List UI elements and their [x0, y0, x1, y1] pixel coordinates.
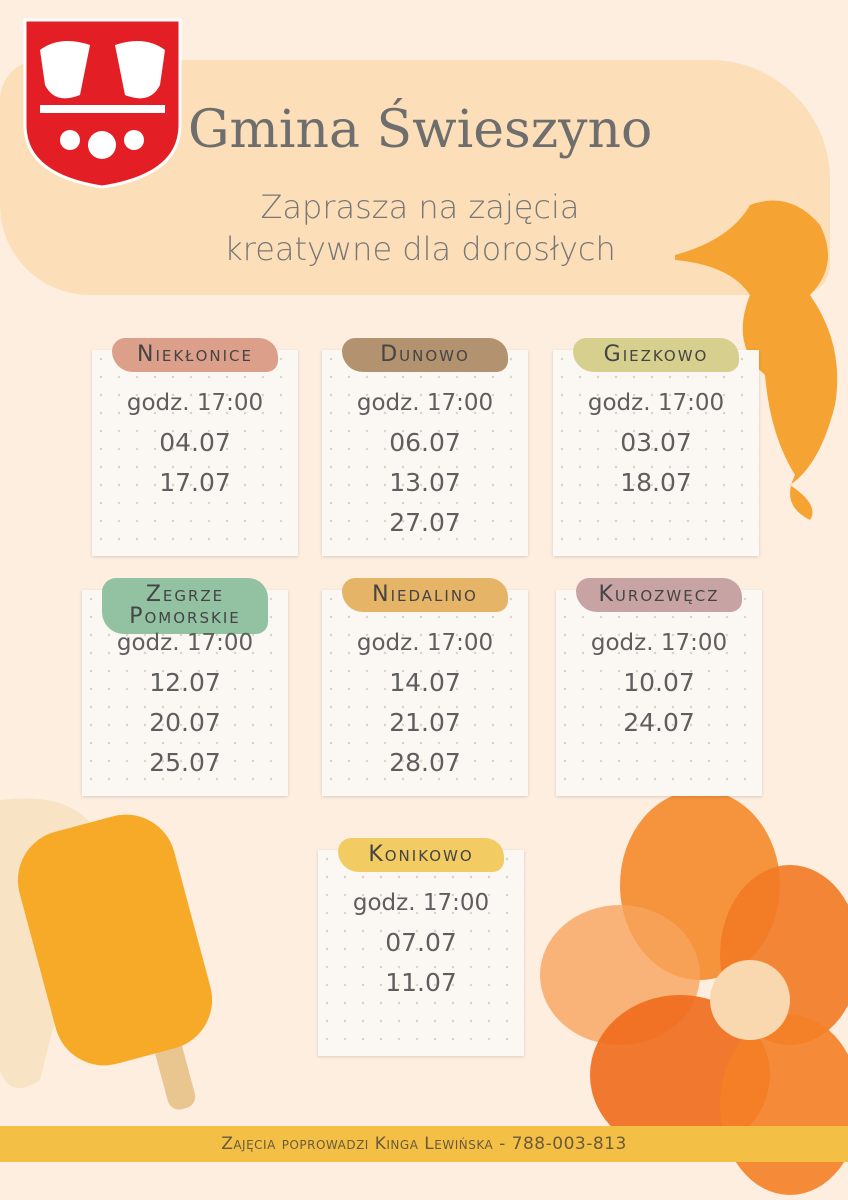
card-date: 07.07	[385, 928, 457, 957]
coat-of-arms	[23, 18, 182, 189]
card-date: 28.07	[389, 748, 461, 777]
card	[318, 850, 524, 1056]
card	[556, 590, 762, 796]
card-time: godz. 17:00	[116, 630, 254, 656]
card-label: Zegrze Pomorskie	[102, 578, 268, 634]
subtitle: kreatywne dla dorosłych	[224, 230, 616, 268]
card-date: 11.07	[385, 968, 457, 997]
card-date: 21.07	[389, 708, 461, 737]
card-time: godz. 17:00	[356, 390, 494, 416]
card-date: 10.07	[623, 668, 695, 697]
card-date: 27.07	[389, 508, 461, 537]
subtitle: Zaprasza na zajęcia	[260, 188, 580, 226]
card-label: Niekłonice	[112, 338, 278, 372]
card	[553, 350, 759, 556]
card-date: 06.07	[389, 428, 461, 457]
card-label: Niedalino	[342, 578, 508, 612]
card-time: godz. 17:00	[356, 630, 494, 656]
footer: Zajęcia poprowadzi Kinga Lewińska - 788-…	[0, 1126, 848, 1162]
card-date: 14.07	[389, 668, 461, 697]
card-date: 04.07	[159, 428, 231, 457]
title: Gmina Świeszyno	[188, 100, 653, 160]
card-time: godz. 17:00	[352, 890, 490, 916]
card-date: 25.07	[149, 748, 221, 777]
card-time: godz. 17:00	[587, 390, 725, 416]
card-time: godz. 17:00	[590, 630, 728, 656]
popsicle-decoration	[0, 798, 213, 1110]
card	[92, 350, 298, 556]
card-label: Konikowo	[338, 838, 504, 872]
card	[322, 350, 528, 556]
card-date: 03.07	[620, 428, 692, 457]
card-label: Giezkowo	[573, 338, 739, 372]
flower-decoration	[540, 790, 848, 1195]
card-time: godz. 17:00	[126, 390, 264, 416]
card-label: Kurozwęcz	[576, 578, 742, 612]
card-label: Dunowo	[342, 338, 508, 372]
card-date: 17.07	[159, 468, 231, 497]
card-date: 20.07	[149, 708, 221, 737]
card-date: 24.07	[623, 708, 695, 737]
card	[322, 590, 528, 796]
card-date: 13.07	[389, 468, 461, 497]
card-date: 12.07	[149, 668, 221, 697]
card-date: 18.07	[620, 468, 692, 497]
